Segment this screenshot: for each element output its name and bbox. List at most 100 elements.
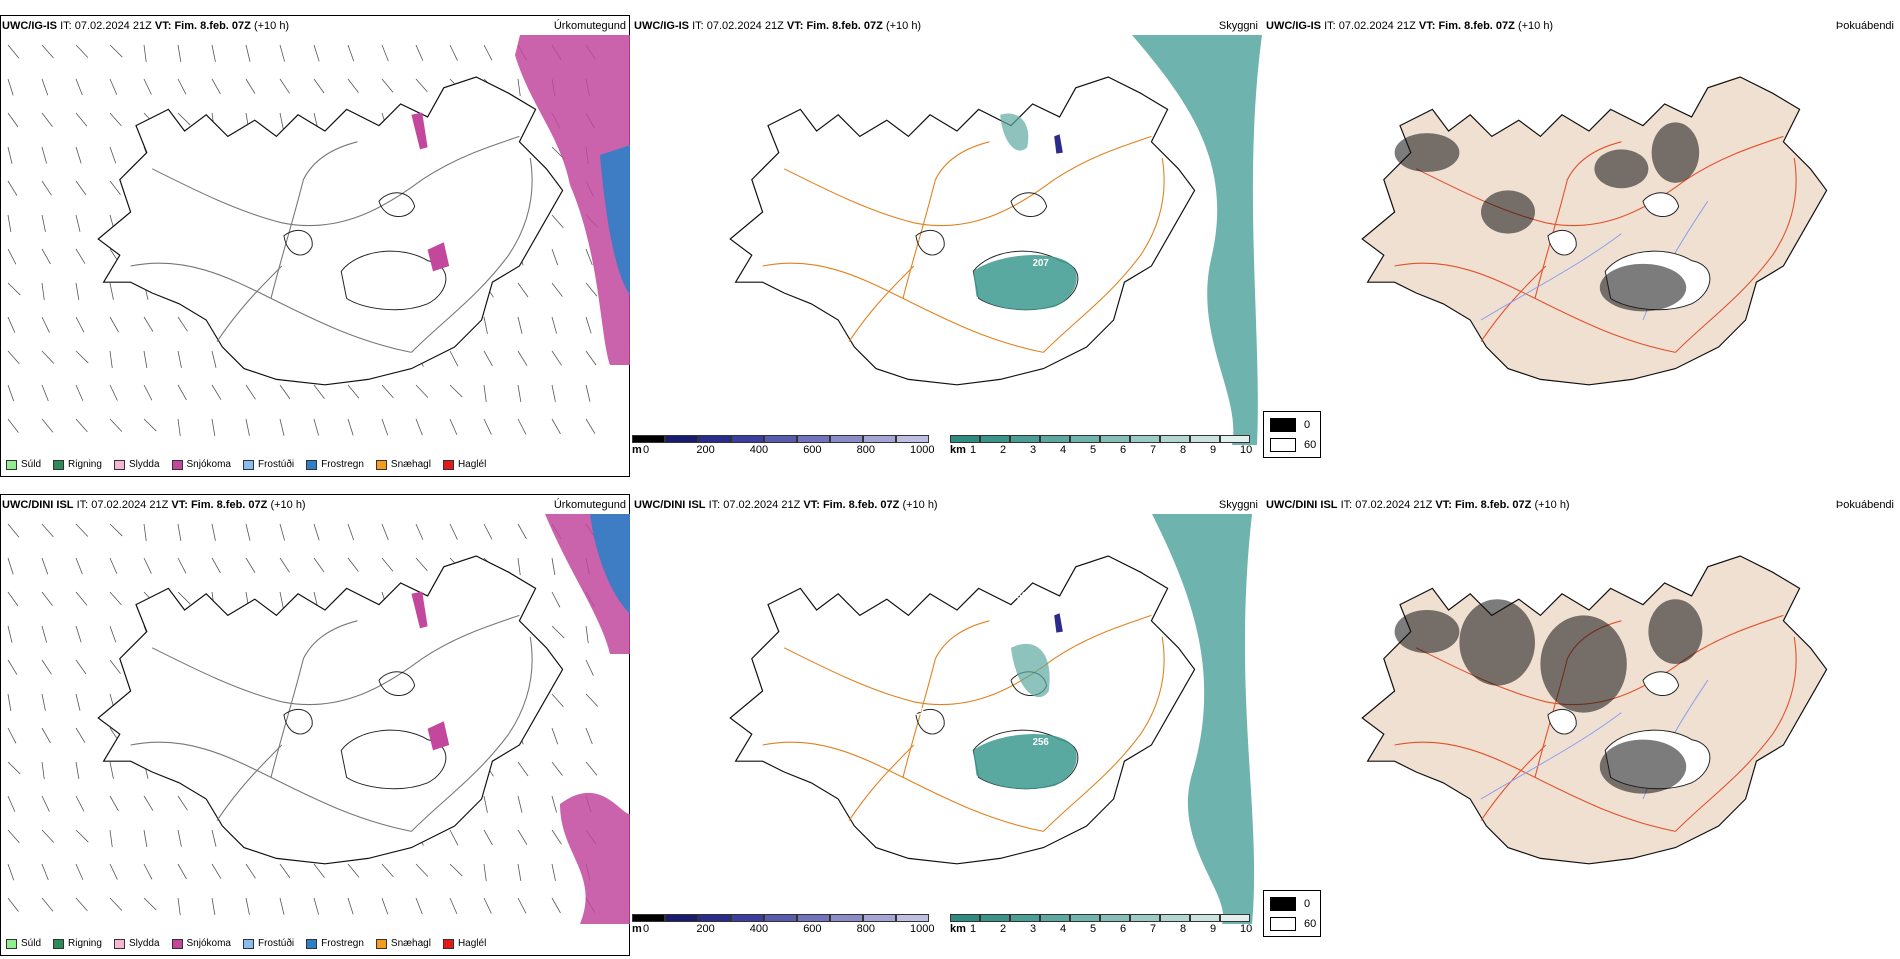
low-visibility-area bbox=[973, 733, 1077, 790]
wind-barb bbox=[381, 418, 389, 436]
wind-barb bbox=[41, 44, 54, 59]
lead-time: (+10 h) bbox=[1534, 499, 1570, 511]
freezing-rain-area bbox=[590, 514, 630, 614]
wind-barb bbox=[211, 384, 222, 400]
colorbar-ticks: km 1 2 3 4 5 6 7 8 9 10 bbox=[950, 922, 1252, 936]
it-label: IT: bbox=[1340, 499, 1353, 511]
legend-label: Frostregn bbox=[321, 938, 364, 949]
wind-barb bbox=[143, 44, 147, 63]
legend-swatch bbox=[53, 459, 65, 470]
wind-barb bbox=[279, 78, 290, 94]
wind-barb bbox=[551, 591, 561, 608]
fog-index-area bbox=[1394, 610, 1460, 654]
wind-barb bbox=[313, 863, 325, 878]
colorbar-cell bbox=[1160, 435, 1190, 443]
panel-header: UWC/IG-IS IT: 07.02.2024 21Z VT: Fim. 8.… bbox=[2, 20, 289, 32]
road-line bbox=[902, 141, 990, 299]
wind-barb bbox=[381, 78, 394, 93]
colorbar-cell bbox=[980, 435, 1010, 443]
wind-barb bbox=[7, 78, 14, 96]
panel-title: Þokuábendi bbox=[1835, 20, 1894, 32]
colorbar-tick-label: 7 bbox=[1150, 923, 1157, 935]
wind-barb bbox=[75, 591, 88, 606]
panel-title: Úrkomutegund bbox=[553, 20, 626, 32]
colorbar-cell bbox=[797, 914, 830, 922]
it-label: IT: bbox=[60, 20, 72, 32]
fog-panel-row2: UWC/DINI ISL IT: 07.02.2024 21Z VT: Fim.… bbox=[1263, 494, 1894, 959]
model-name: UWC/IG-IS bbox=[1266, 20, 1321, 32]
precip-legend-item: Frostúði bbox=[242, 938, 294, 949]
colorbar-tick-label: 1000 bbox=[910, 444, 935, 456]
colorbar-cell bbox=[1010, 435, 1040, 443]
wind-barb bbox=[211, 897, 216, 916]
wind-barb bbox=[7, 523, 20, 538]
wind-barb bbox=[279, 523, 285, 541]
road-line bbox=[1394, 262, 1676, 353]
wind-barb bbox=[109, 146, 117, 164]
fog-legend: 0 60 bbox=[1263, 890, 1321, 937]
colorbar-tick-label: 200 bbox=[696, 923, 715, 935]
wind-barb bbox=[75, 350, 89, 364]
wind-barb bbox=[483, 523, 493, 540]
road-line bbox=[1534, 141, 1622, 299]
vt-label: VT: bbox=[786, 20, 804, 32]
colorbar-unit: km bbox=[950, 923, 966, 935]
wind-barb bbox=[41, 384, 49, 402]
wind-barb bbox=[313, 523, 320, 541]
fog-index-area bbox=[1599, 739, 1687, 794]
colorbar-cell bbox=[950, 914, 980, 922]
wind-barb bbox=[7, 146, 13, 164]
glacier-outline bbox=[915, 708, 945, 735]
wind-barb bbox=[585, 248, 593, 266]
colorbar-tick-label: 1 bbox=[970, 923, 977, 935]
legend-swatch bbox=[442, 459, 454, 470]
wind-barb bbox=[7, 350, 20, 365]
wind-barb bbox=[483, 384, 487, 403]
model-name: UWC/IG-IS bbox=[634, 20, 689, 32]
wind-barb bbox=[7, 112, 19, 128]
wind-barb bbox=[109, 112, 122, 127]
wind-barb bbox=[347, 44, 355, 62]
wind-barb bbox=[75, 146, 82, 164]
road-line bbox=[1043, 157, 1165, 353]
wind-barb bbox=[415, 44, 424, 61]
road-line bbox=[130, 262, 412, 353]
wind-barb bbox=[109, 180, 121, 195]
wind-barb bbox=[279, 897, 285, 915]
glacier-outline bbox=[1010, 192, 1048, 217]
fog-index-area bbox=[1481, 190, 1535, 234]
wind-barb bbox=[41, 146, 47, 164]
vt-value: Fim. 8.feb. 07Z bbox=[1438, 20, 1515, 32]
coastline bbox=[97, 76, 564, 386]
wind-barb bbox=[41, 248, 51, 265]
model-name: UWC/DINI ISL bbox=[1266, 499, 1338, 511]
legend-swatch bbox=[171, 938, 183, 949]
wind-barb bbox=[7, 829, 20, 844]
wind-barb bbox=[313, 78, 325, 94]
visibility-value-label: 256 bbox=[1033, 737, 1050, 748]
wind-barb bbox=[211, 863, 222, 879]
colorbar-cell bbox=[764, 435, 797, 443]
glacier-outline bbox=[1642, 671, 1680, 696]
colorbar-tick-label: 200 bbox=[696, 444, 715, 456]
wind-barb bbox=[7, 248, 17, 265]
iceland-fog-map bbox=[1361, 76, 1828, 386]
wind-barb bbox=[177, 591, 191, 605]
wind-barb bbox=[75, 78, 83, 96]
glacier-outline bbox=[283, 708, 313, 735]
wind-barb bbox=[41, 693, 46, 711]
colorbar-cell bbox=[797, 435, 830, 443]
precip-legend-item: Snjókoma bbox=[171, 459, 231, 470]
colorbar-cell bbox=[1220, 435, 1250, 443]
wind-barb bbox=[517, 523, 527, 540]
legend-swatch bbox=[113, 938, 125, 949]
wind-barb bbox=[143, 316, 154, 332]
wind-barb bbox=[41, 214, 46, 232]
wind-barb bbox=[41, 625, 47, 643]
visibility-band bbox=[1152, 514, 1255, 924]
vt-label: VT: bbox=[1418, 20, 1436, 32]
road-line bbox=[1394, 741, 1676, 832]
wind-barb bbox=[517, 282, 529, 298]
wind-barb bbox=[211, 829, 217, 847]
colorbar-cell bbox=[1130, 435, 1160, 443]
